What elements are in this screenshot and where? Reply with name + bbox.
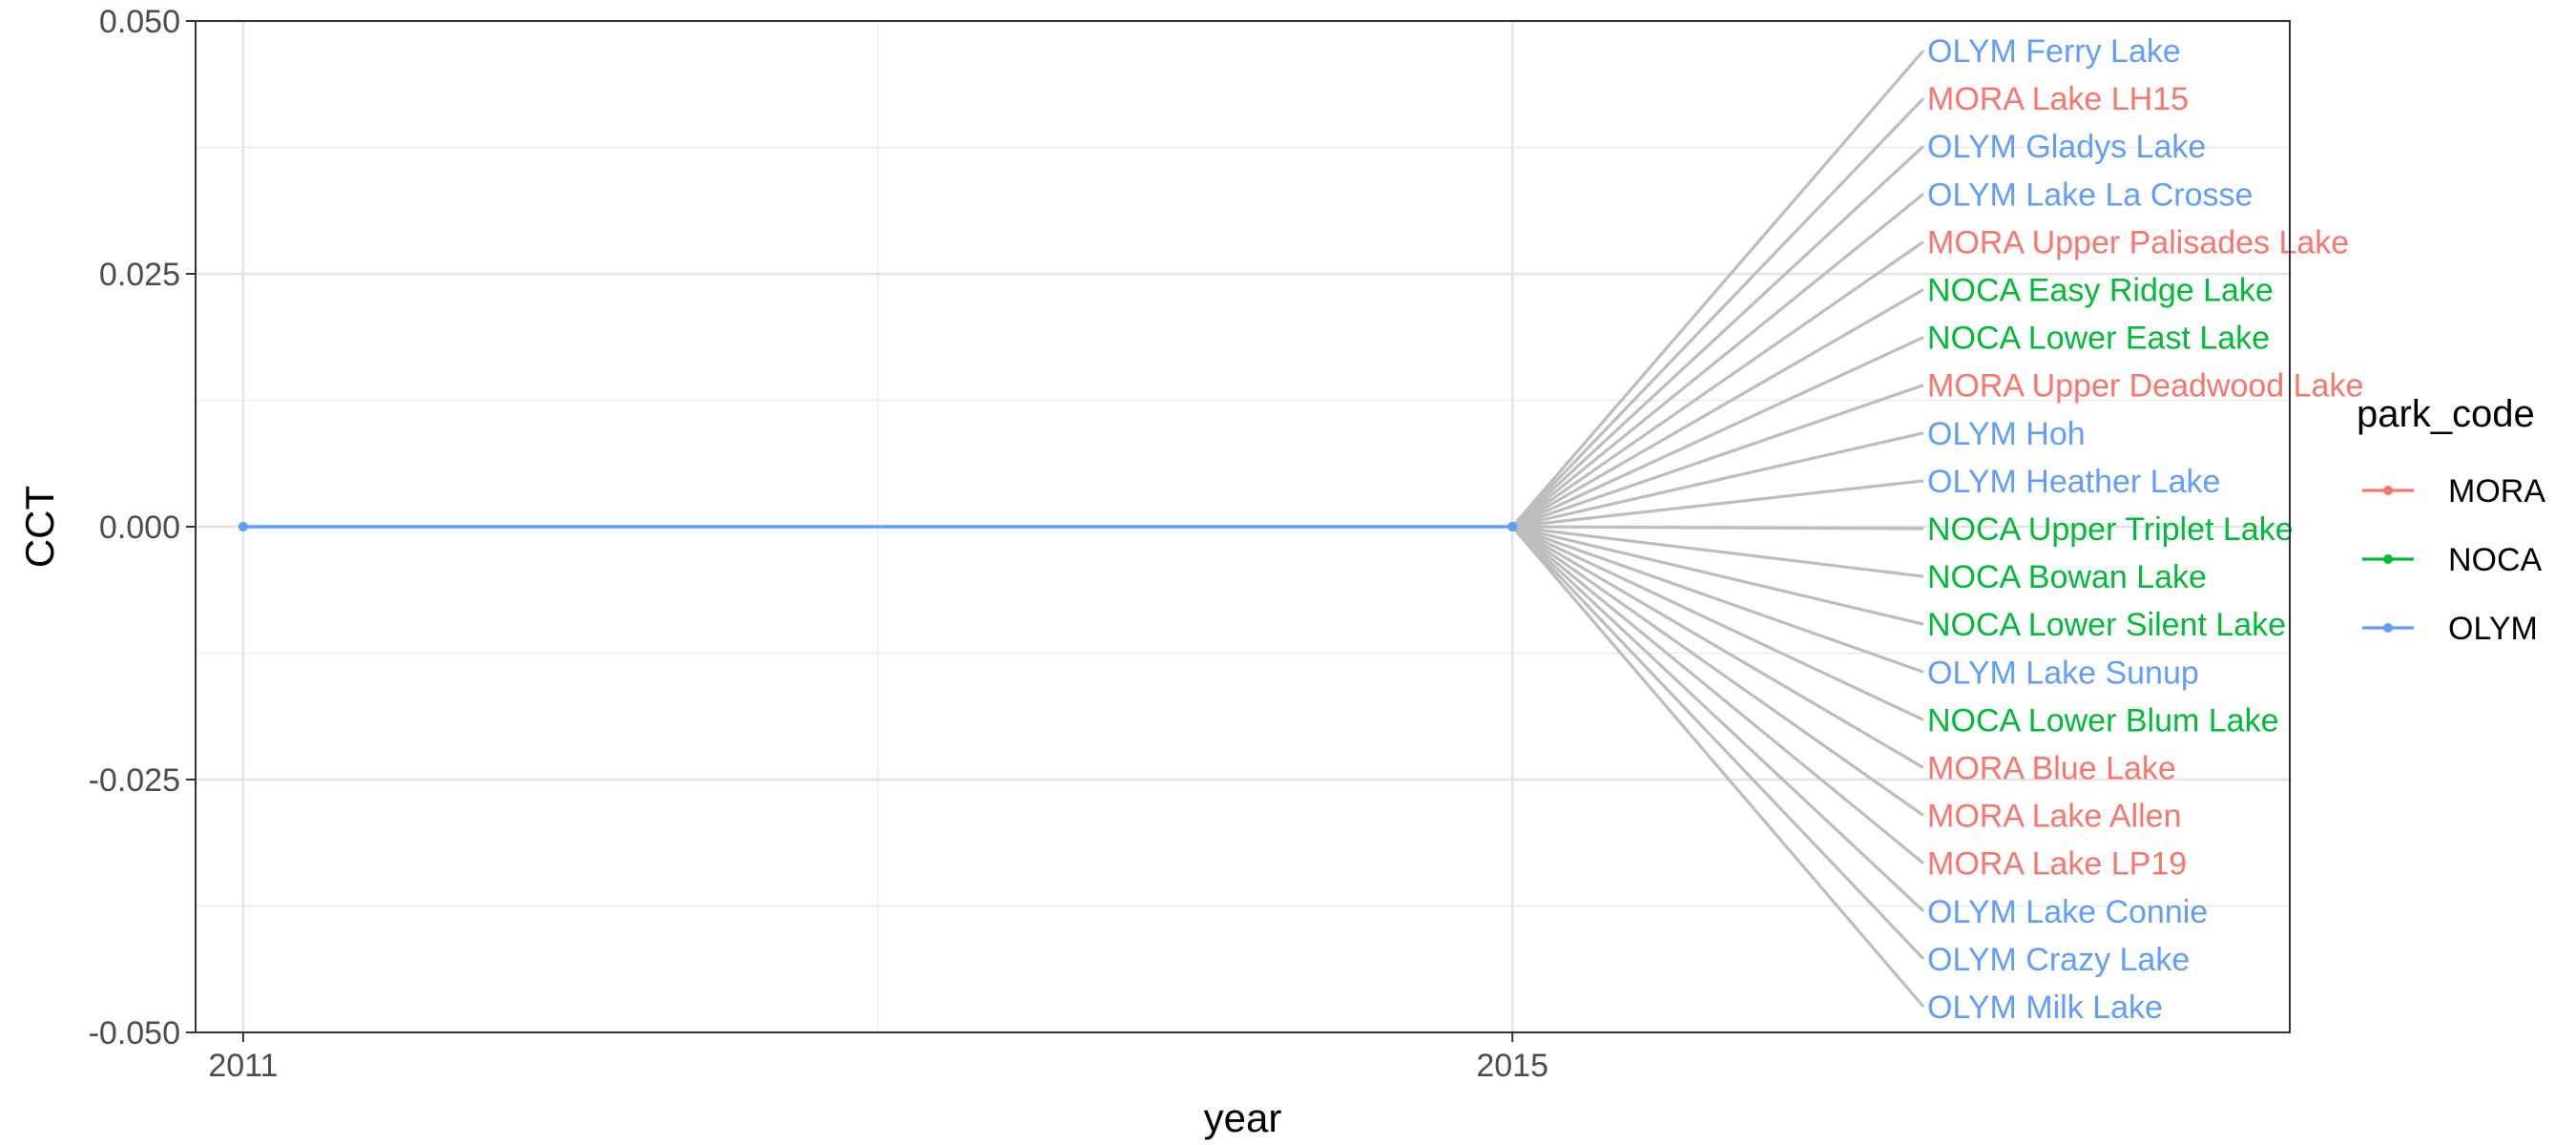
y-tick-label: -0.050: [89, 1015, 180, 1051]
legend-label-noca: NOCA: [2448, 542, 2543, 578]
label-connector: [1511, 525, 1925, 864]
label-connector: [1511, 525, 1924, 817]
lake-label: MORA Lake LP19: [1927, 846, 2187, 883]
data-point-olym: [1507, 522, 1518, 531]
legend: park_code MORA NOCA OLYM: [2357, 393, 2545, 647]
y-tick-label: 0.000: [99, 510, 180, 546]
label-connector: [1511, 431, 1924, 529]
lake-label: MORA Upper Deadwood Lake: [1927, 368, 2363, 405]
label-connector: [1512, 525, 1924, 531]
y-tick-label: -0.025: [89, 762, 180, 799]
x-axis-title: year: [1204, 1095, 1282, 1140]
lake-label: OLYM Gladys Lake: [1927, 129, 2206, 165]
legend-label-olym: OLYM: [2448, 611, 2538, 647]
label-connector-lines: [1510, 49, 1925, 1009]
x-tick-label: 2011: [208, 1048, 278, 1084]
label-connector: [1511, 525, 1924, 626]
lake-label: OLYM Lake La Crosse: [1927, 177, 2253, 213]
data-points: [238, 522, 1518, 531]
label-connector: [1511, 384, 1924, 529]
label-connector: [1511, 525, 1924, 578]
lake-label: NOCA Upper Triplet Lake: [1927, 511, 2294, 548]
lake-label: OLYM Lake Sunup: [1927, 655, 2199, 691]
label-connector: [1511, 525, 1924, 674]
legend-key-point-noca: [2383, 554, 2393, 564]
legend-label-mora: MORA: [2448, 473, 2545, 510]
label-connector: [1511, 193, 1925, 529]
lake-label: OLYM Crazy Lake: [1927, 942, 2190, 978]
lake-labels: OLYM Ferry Lake MORA Lake LH15 OLYM Gladys…: [1927, 33, 2363, 1026]
y-tick-label: 0.025: [99, 257, 180, 293]
label-connector: [1510, 49, 1925, 529]
lake-label: OLYM Milk Lake: [1927, 989, 2163, 1026]
lake-label: OLYM Ferry Lake: [1927, 33, 2181, 70]
lake-label: NOCA Lower Blum Lake: [1927, 702, 2279, 739]
label-connector: [1511, 525, 1925, 912]
lake-label: NOCA Bowan Lake: [1927, 559, 2207, 595]
legend-title: park_code: [2357, 393, 2535, 435]
label-connector: [1511, 288, 1924, 529]
lake-label: MORA Upper Palisades Lake: [1927, 224, 2349, 260]
label-connector: [1511, 525, 1924, 769]
legend-key-point-mora: [2383, 486, 2393, 495]
axes: -0.050 -0.025 0.000 0.025 0.050 2011 2015: [89, 4, 1548, 1084]
lake-label: NOCA Lower Silent Lake: [1927, 607, 2286, 643]
lake-label: OLYM Lake Connie: [1927, 894, 2208, 930]
lake-label: NOCA Easy Ridge Lake: [1927, 273, 2274, 309]
label-connector: [1511, 336, 1924, 529]
lake-label: OLYM Heather Lake: [1927, 464, 2220, 500]
label-connector: [1511, 145, 1925, 529]
lake-label: MORA Lake Allen: [1927, 799, 2181, 835]
legend-key-point-olym: [2383, 623, 2393, 633]
y-axis-title: CCT: [17, 486, 62, 568]
lake-label: NOCA Lower East Lake: [1927, 321, 2270, 357]
label-connector: [1511, 525, 1925, 961]
label-connector: [1511, 525, 1924, 721]
lake-label: MORA Lake LH15: [1927, 81, 2189, 117]
y-tick-label: 0.050: [99, 4, 180, 40]
lake-label: MORA Blue Lake: [1927, 751, 2176, 787]
label-connector: [1511, 96, 1925, 529]
label-connector: [1512, 479, 1924, 529]
label-connector: [1510, 525, 1925, 1009]
lake-label: OLYM Hoh: [1927, 416, 2086, 452]
label-connector: [1511, 240, 1924, 529]
x-tick-label: 2015: [1476, 1048, 1548, 1084]
data-point-olym: [238, 522, 248, 531]
